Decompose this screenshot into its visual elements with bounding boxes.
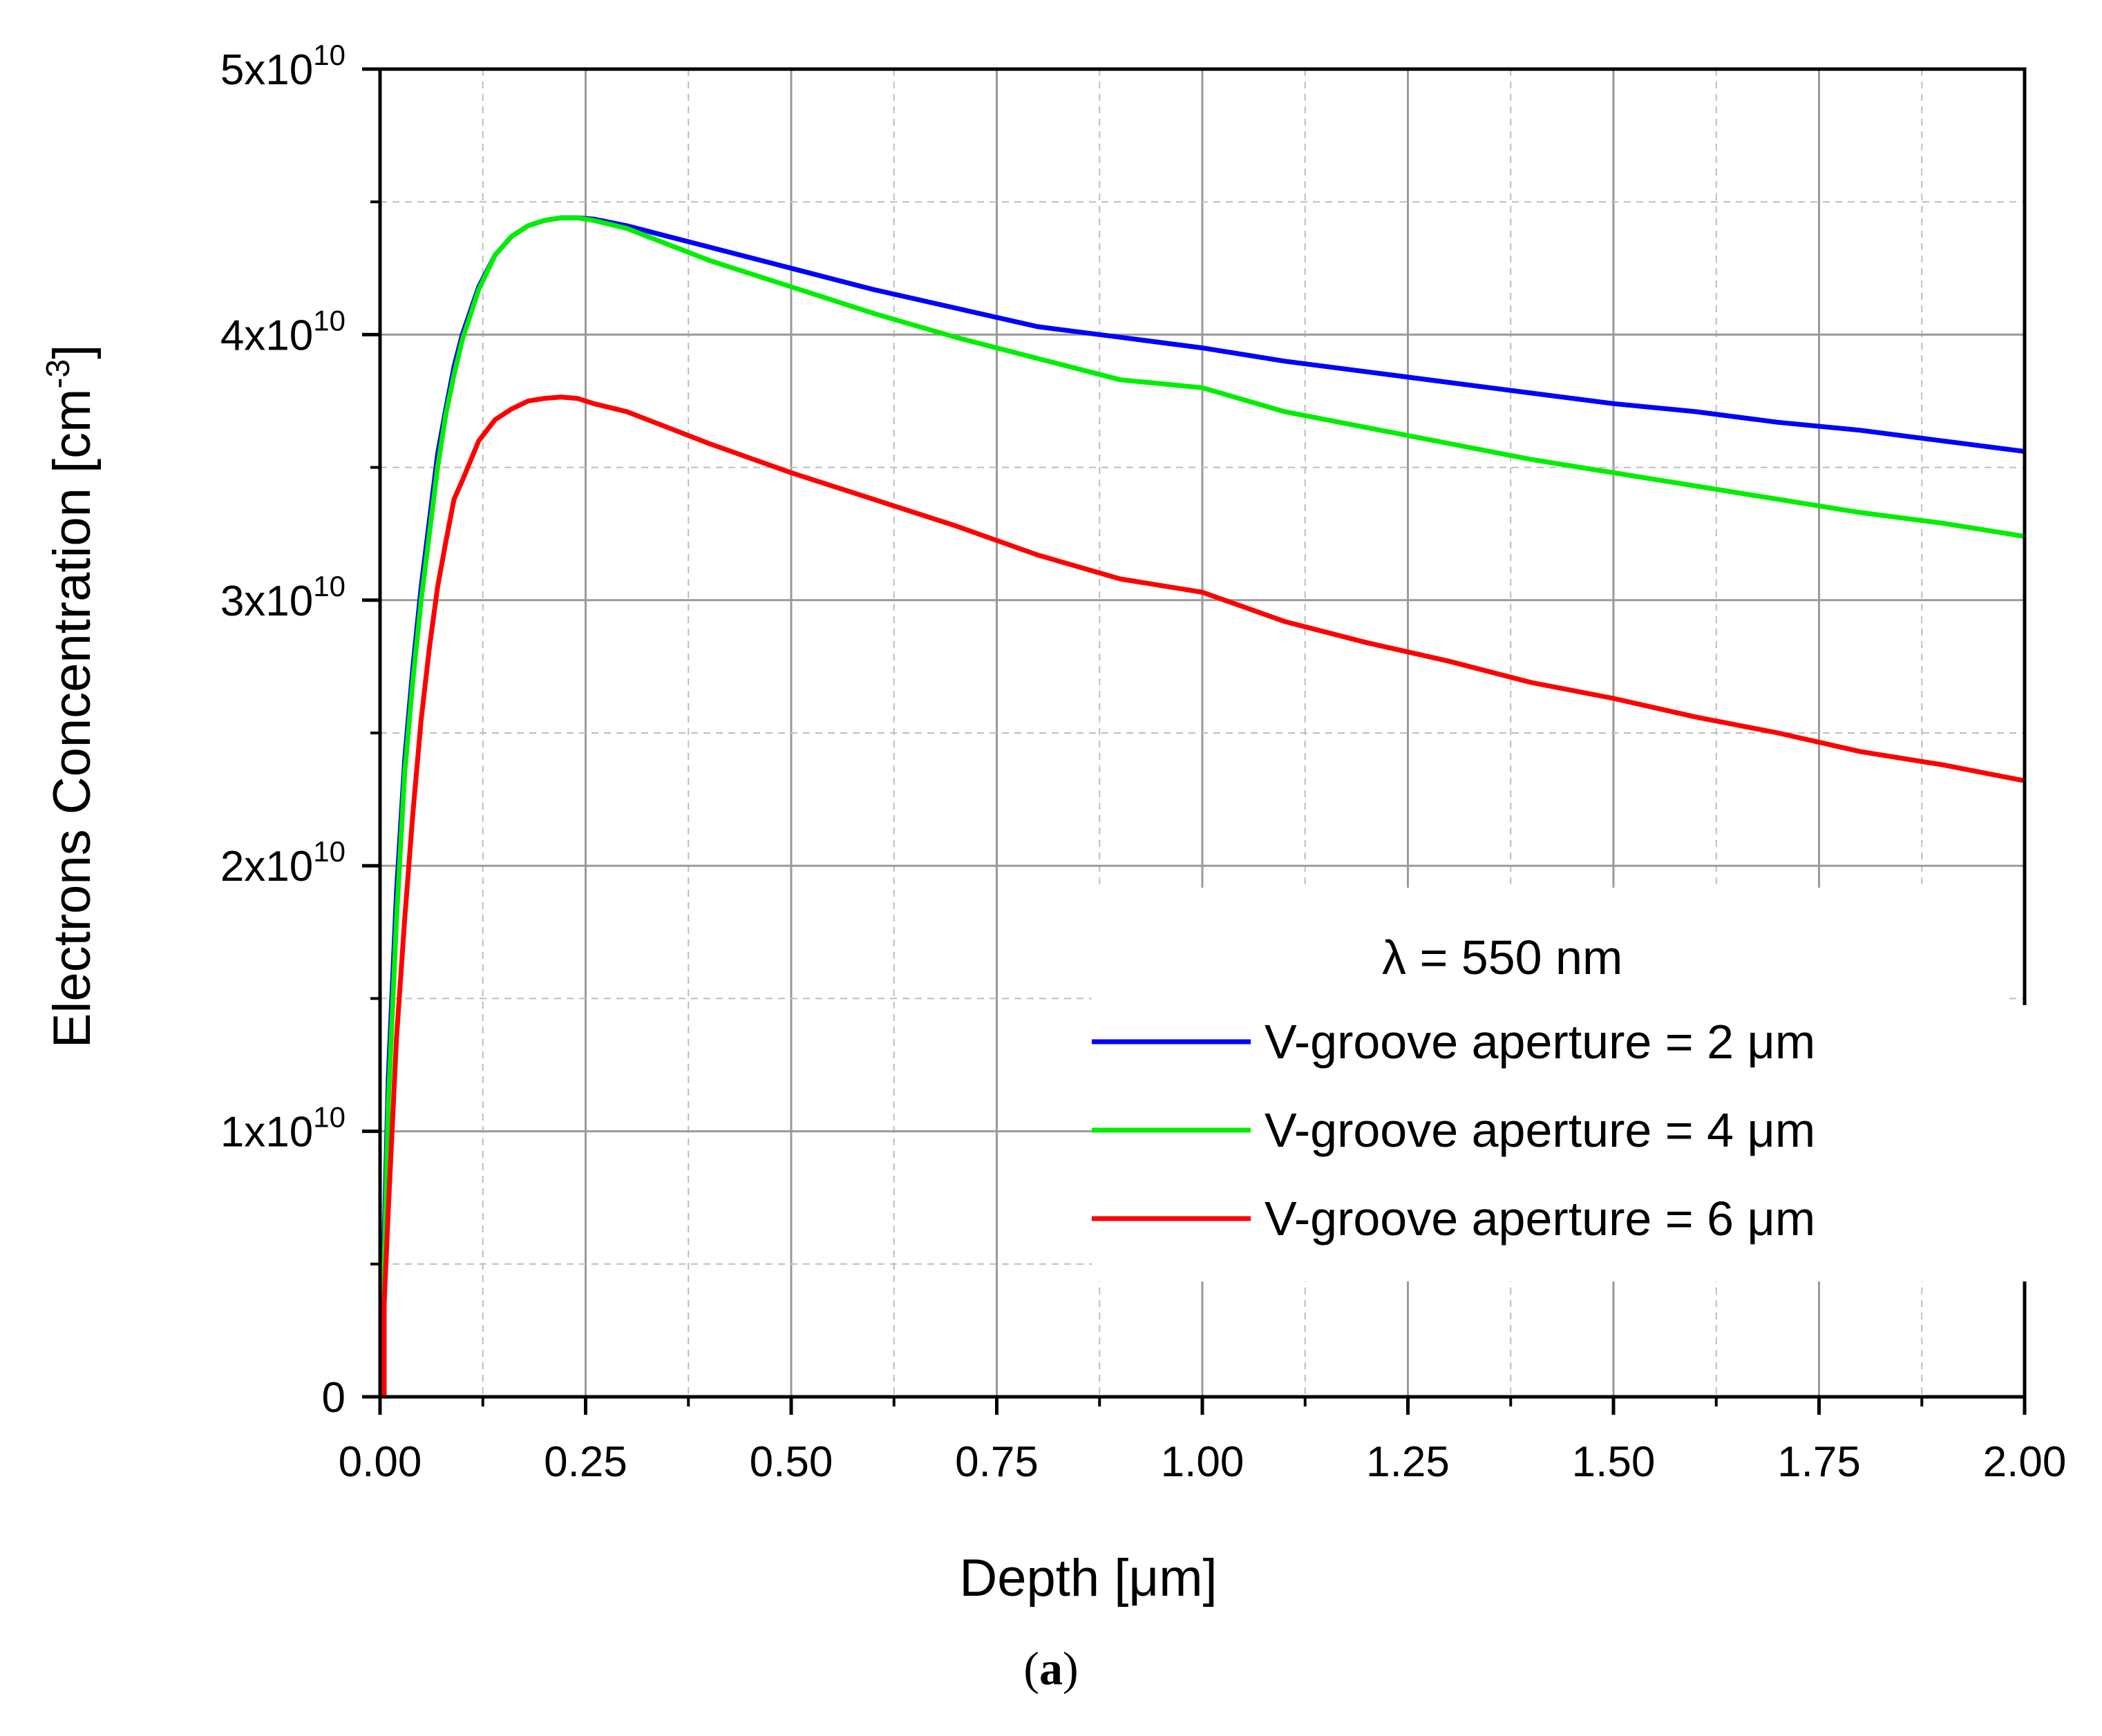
legend-background — [1092, 1005, 2045, 1281]
x-tick-label: 0.75 — [955, 1438, 1039, 1486]
x-tick-labels: 0.00 0.25 0.50 0.75 1.00 1.25 1.50 1.75 2.00 — [339, 1438, 2067, 1486]
x-tick-label: 0.00 — [339, 1438, 422, 1486]
x-tick-label: 2.00 — [1983, 1438, 2067, 1486]
y-tick-label: 3x1010 — [220, 570, 345, 625]
y-axis-title: Electrons Concentration [cm-3] — [40, 345, 102, 1048]
caption-close: ) — [1063, 1642, 1079, 1695]
series-line-3 — [381, 394, 2025, 1397]
legend: V-groove aperture = 2 μm V-groove apertur… — [1092, 1015, 1815, 1246]
y-tick-label: 4x1010 — [220, 304, 345, 359]
y-tick-label-exponent: 10 — [313, 1101, 345, 1134]
wavelength-annotation: λ = 550 nm — [1382, 931, 1622, 984]
x-tick-label: 1.50 — [1572, 1438, 1656, 1486]
x-tick-label: 1.25 — [1366, 1438, 1450, 1486]
figure-caption: (a) — [1023, 1642, 1078, 1695]
legend-label-3: V-groove aperture = 6 μm — [1265, 1192, 1815, 1246]
caption-letter: a — [1039, 1642, 1063, 1695]
y-tick-label-base: 3x10 — [220, 578, 313, 625]
y-tick-label-exponent: 10 — [313, 39, 345, 71]
y-tick-label-exponent: 10 — [313, 835, 345, 868]
x-tick-label: 1.00 — [1161, 1438, 1244, 1486]
legend-label-1: V-groove aperture = 2 μm — [1265, 1015, 1815, 1069]
y-tick-label-exponent: 10 — [313, 304, 345, 336]
ticks — [362, 67, 2027, 1415]
y-tick-label-base: 2x10 — [220, 843, 313, 890]
x-tick-label: 0.50 — [750, 1438, 833, 1486]
y-tick-label-exponent: 10 — [313, 570, 345, 602]
x-tick-label: 0.25 — [544, 1438, 627, 1486]
y-tick-label: 2x1010 — [220, 835, 345, 890]
y-tick-label-base: 0 — [322, 1374, 345, 1422]
annotation-background — [1092, 888, 2004, 1005]
y-axis-title-base: Electrons Concentration [cm — [43, 389, 102, 1049]
caption-open: ( — [1023, 1642, 1039, 1695]
legend-label-2: V-groove aperture = 4 μm — [1265, 1103, 1815, 1157]
y-tick-label-base: 4x10 — [220, 312, 313, 359]
y-axis-title-close: ] — [43, 345, 102, 359]
x-axis-title: Depth [μm] — [959, 1549, 1217, 1608]
y-tick-label-base: 5x10 — [220, 46, 313, 94]
y-tick-label: 5x1010 — [220, 39, 345, 94]
y-tick-label-base: 1x10 — [220, 1109, 313, 1156]
y-tick-label: 1x1010 — [220, 1101, 345, 1156]
y-axis-title-exponent: -3 — [40, 359, 77, 389]
series-group — [381, 215, 2025, 1397]
series-line-2 — [381, 215, 2025, 1397]
y-tick-label: 0 — [322, 1374, 345, 1422]
x-tick-label: 1.75 — [1777, 1438, 1861, 1486]
